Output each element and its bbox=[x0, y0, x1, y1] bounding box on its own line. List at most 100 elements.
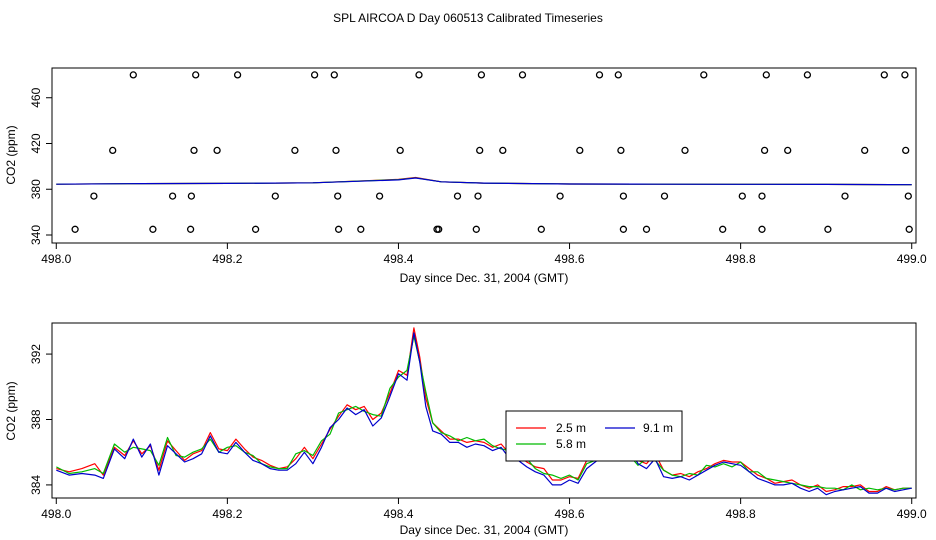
data-point bbox=[251, 225, 260, 233]
legend-label-2-5m: 2.5 m bbox=[556, 421, 586, 435]
bottom-y-axis-label: CO2 (ppm) bbox=[4, 381, 18, 440]
data-point bbox=[700, 71, 708, 79]
top-x-tick-label: 498.0 bbox=[41, 252, 71, 266]
data-point bbox=[681, 146, 689, 155]
data-point bbox=[904, 192, 912, 200]
data-point bbox=[719, 225, 727, 233]
data-point bbox=[190, 146, 198, 155]
data-point bbox=[396, 146, 404, 155]
data-point bbox=[271, 192, 279, 200]
data-point bbox=[614, 71, 622, 79]
data-point bbox=[880, 71, 888, 79]
top-y-tick-label: 340 bbox=[29, 225, 43, 245]
top-y-tick-label: 460 bbox=[29, 87, 43, 107]
data-point bbox=[619, 192, 628, 200]
data-point bbox=[576, 146, 584, 155]
data-point bbox=[784, 146, 792, 155]
data-point bbox=[660, 192, 669, 200]
data-point bbox=[332, 146, 340, 155]
data-point bbox=[619, 225, 628, 233]
top-x-axis-label: Day since Dec. 31, 2004 (GMT) bbox=[400, 271, 569, 285]
data-point bbox=[760, 146, 769, 155]
data-point bbox=[901, 71, 909, 79]
top-plot-frame bbox=[51, 67, 917, 244]
figure-title: SPL AIRCOA D Day 060513 Calibrated Times… bbox=[333, 11, 603, 25]
data-point bbox=[330, 71, 338, 79]
data-point bbox=[758, 225, 766, 233]
data-point bbox=[824, 225, 832, 233]
data-point bbox=[476, 146, 484, 155]
top-x-tick-label: 499.0 bbox=[897, 252, 927, 266]
bottom-chart: 498.0 498.2 498.4 498.6 498.8 499.0384388392 … bbox=[4, 322, 927, 537]
top-x-tick-label: 498.4 bbox=[383, 252, 413, 266]
data-point bbox=[310, 71, 319, 79]
data-point bbox=[861, 146, 869, 155]
top-series-line-2 bbox=[56, 177, 912, 186]
bottom-series-line-0 bbox=[56, 327, 912, 493]
data-point bbox=[334, 225, 343, 233]
data-point bbox=[357, 225, 365, 233]
data-point bbox=[168, 192, 177, 200]
data-point bbox=[334, 192, 342, 200]
bottom-x-axis-label: Day since Dec. 31, 2004 (GMT) bbox=[400, 523, 569, 537]
data-point bbox=[518, 71, 527, 79]
data-point bbox=[233, 71, 242, 79]
data-point bbox=[595, 71, 604, 79]
data-point bbox=[902, 146, 910, 155]
data-point bbox=[415, 71, 423, 79]
bottom-y-tick-label: 384 bbox=[29, 475, 43, 495]
data-point bbox=[186, 225, 195, 233]
data-point bbox=[758, 192, 766, 200]
data-point bbox=[499, 146, 507, 155]
bottom-series-line-1 bbox=[56, 335, 912, 491]
data-point bbox=[90, 192, 98, 200]
bottom-x-tick-label: 498.6 bbox=[555, 507, 585, 521]
bottom-x-tick-label: 499.0 bbox=[897, 507, 927, 521]
data-point bbox=[617, 146, 625, 155]
bottom-x-tick-label: 498.0 bbox=[41, 507, 71, 521]
data-point bbox=[149, 225, 157, 233]
bottom-x-tick-label: 498.8 bbox=[726, 507, 756, 521]
data-point bbox=[453, 192, 462, 200]
data-point bbox=[905, 225, 913, 233]
top-x-tick-label: 498.6 bbox=[555, 252, 585, 266]
data-point bbox=[291, 146, 299, 155]
data-point bbox=[71, 225, 79, 233]
legend-label-5-8m: 5.8 m bbox=[556, 437, 586, 451]
data-point bbox=[477, 71, 486, 79]
data-point bbox=[472, 225, 480, 233]
top-x-tick-label: 498.8 bbox=[726, 252, 756, 266]
data-point bbox=[435, 225, 443, 233]
bottom-x-tick-label: 498.2 bbox=[212, 507, 242, 521]
data-point bbox=[556, 192, 564, 200]
data-point bbox=[803, 71, 812, 79]
top-chart: 498.0 498.2 498.4 498.6 498.8 499.0 340 380 420 4… bbox=[4, 67, 927, 285]
bottom-series-line-2 bbox=[56, 332, 912, 496]
bottom-y-tick-label: 388 bbox=[29, 409, 43, 429]
top-y-axis-label: CO2 (ppm) bbox=[4, 125, 18, 184]
data-point bbox=[537, 225, 545, 233]
top-y-tick-label: 380 bbox=[29, 179, 43, 199]
data-point bbox=[474, 192, 482, 200]
legend-label-9-1m: 9.1 m bbox=[643, 421, 673, 435]
data-point bbox=[192, 71, 200, 79]
bottom-x-tick-label: 498.4 bbox=[383, 507, 413, 521]
top-y-tick-label: 420 bbox=[29, 133, 43, 153]
data-point bbox=[129, 71, 137, 79]
bottom-y-tick-label: 392 bbox=[29, 344, 43, 364]
data-point bbox=[187, 192, 196, 200]
bottom-plot-frame bbox=[51, 322, 917, 499]
data-point bbox=[841, 192, 849, 200]
data-point bbox=[738, 192, 746, 200]
legend: 2.5 m 5.8 m 9.1 m bbox=[505, 410, 683, 462]
bottom-axes: 498.0 498.2 498.4 498.6 498.8 499.0 384 388 392 bbox=[29, 344, 927, 521]
data-point bbox=[375, 192, 384, 200]
data-point bbox=[109, 146, 117, 155]
data-point bbox=[642, 225, 651, 233]
top-axes: 498.0 498.2 498.4 498.6 498.8 499.0 340 380 420 4… bbox=[29, 87, 927, 266]
data-point bbox=[762, 71, 770, 79]
legend-box bbox=[505, 410, 683, 462]
top-x-tick-label: 498.2 bbox=[212, 252, 242, 266]
data-point bbox=[213, 146, 221, 155]
